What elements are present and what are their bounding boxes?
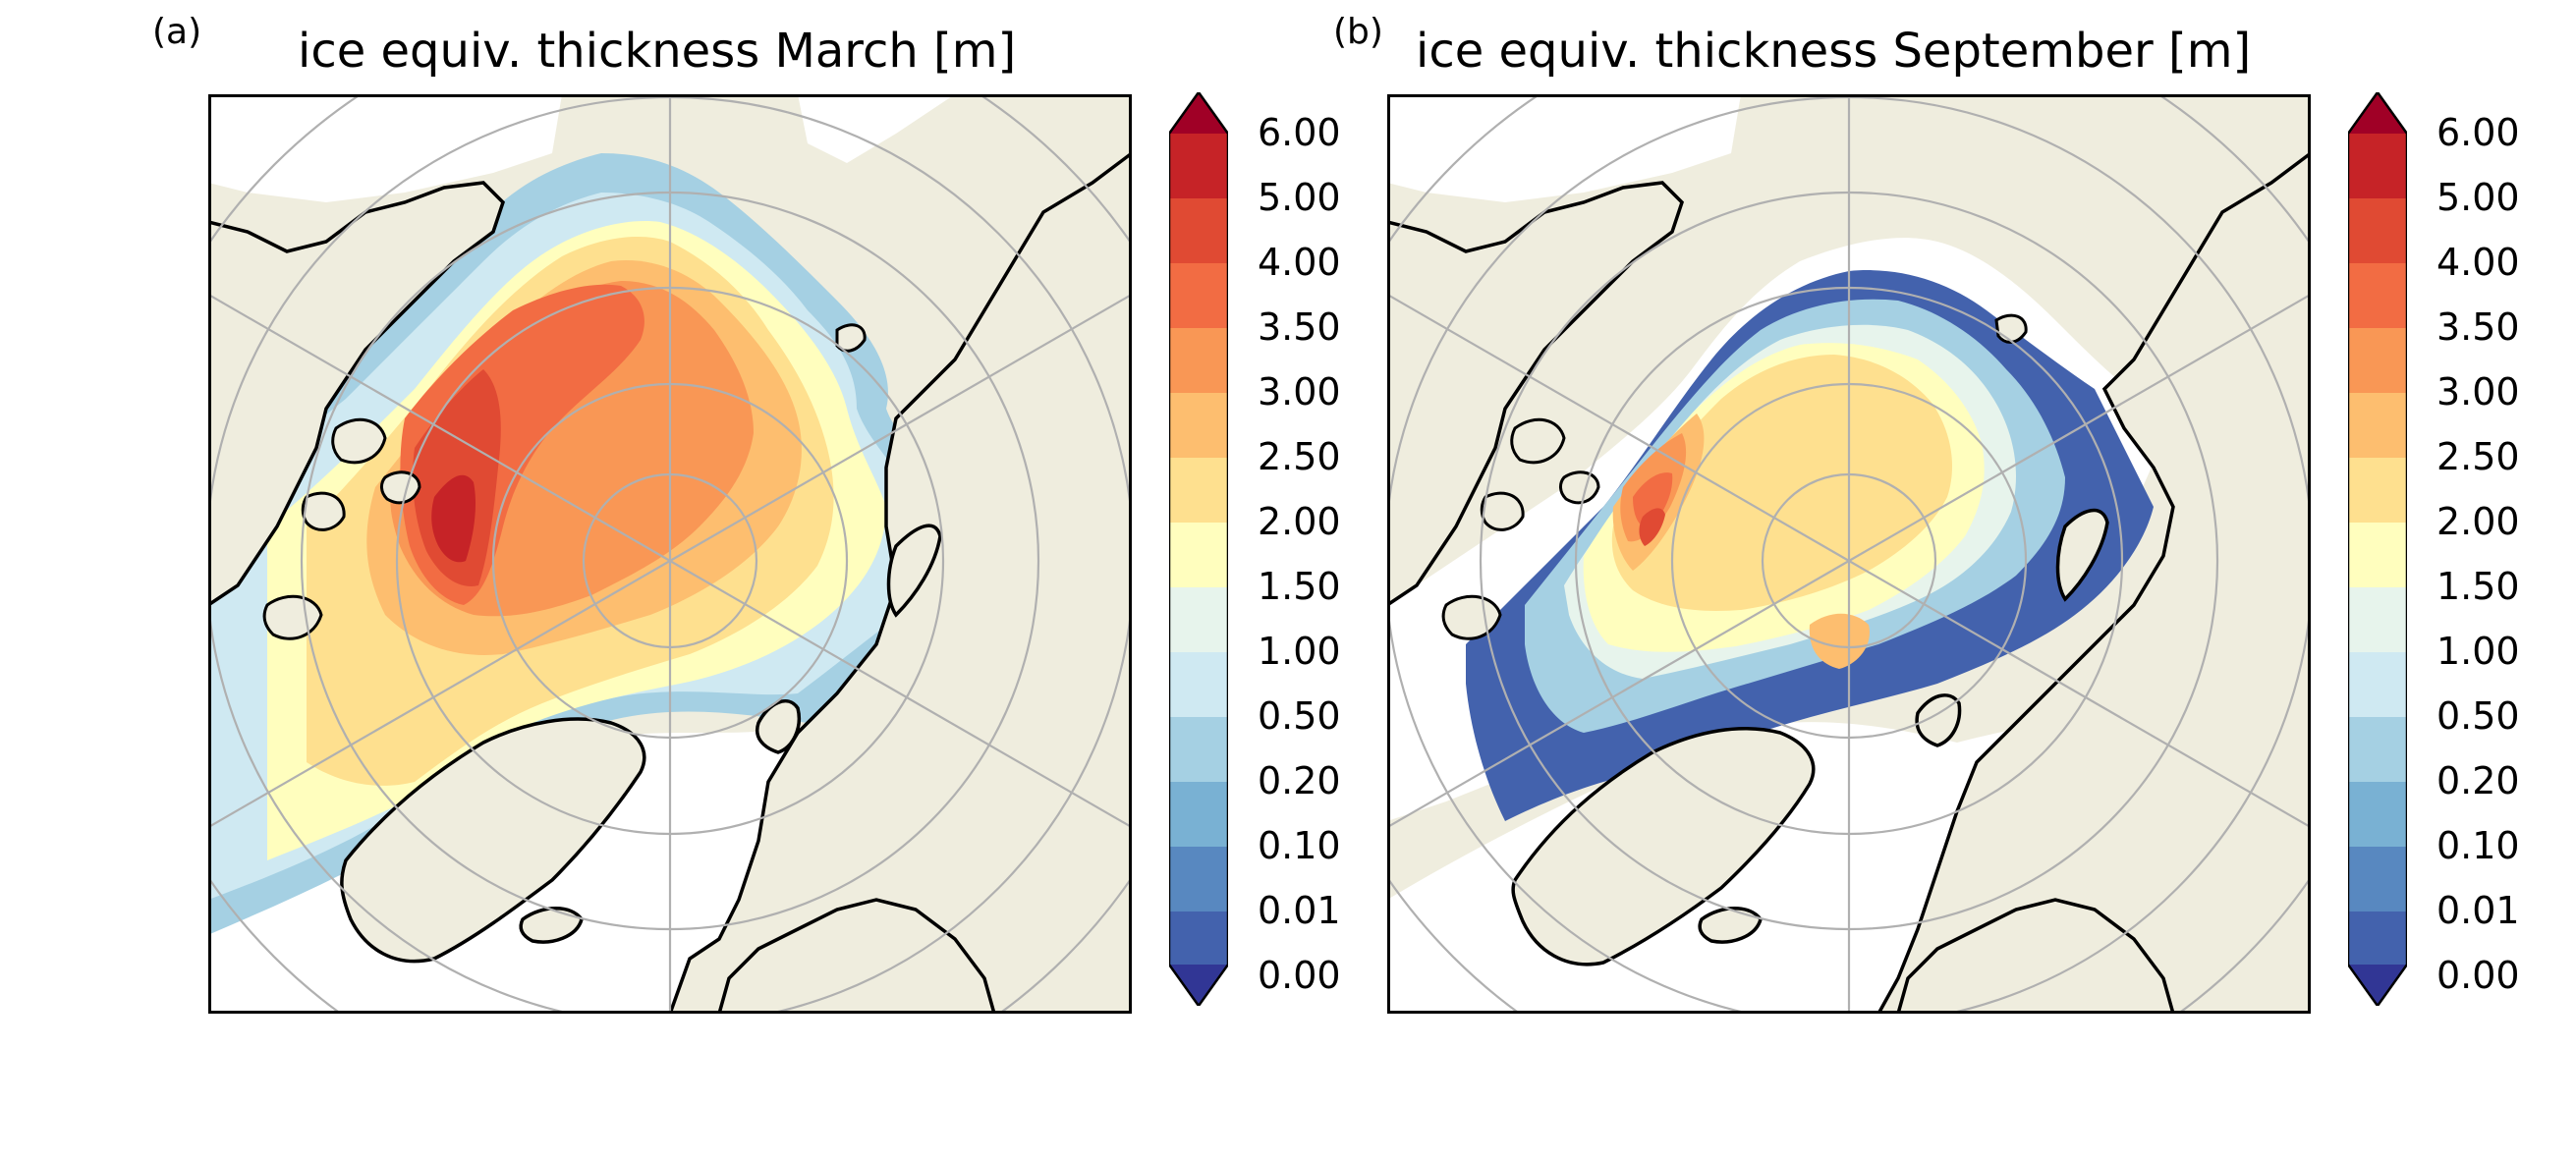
- cbar-a-bin: [1169, 458, 1228, 523]
- land-archipelago-2: [1559, 470, 1600, 505]
- cbar-b-tick-label: 3.00: [2436, 370, 2520, 414]
- land-archipelago-1: [331, 417, 387, 465]
- cbar-b-tick-label: 4.00: [2436, 241, 2520, 284]
- cbar-a-tick-label: 2.50: [1258, 435, 1341, 478]
- cbar-b-tick-label: 0.01: [2436, 889, 2520, 932]
- cbar-a-tick-label: 6.00: [1258, 111, 1341, 154]
- cbar-b-tick-label: 3.50: [2436, 305, 2520, 349]
- cbar-a-tick-label: 5.00: [1258, 176, 1341, 219]
- cbar-b-tick-label: 2.50: [2436, 435, 2520, 478]
- land-greenland: [340, 717, 646, 964]
- land-scandinavia: [717, 898, 996, 1014]
- land-iceland: [1698, 907, 1763, 944]
- cbar-a-tick-label: 0.00: [1258, 954, 1341, 997]
- cbar-a-tick-label: 0.10: [1258, 824, 1341, 867]
- cbar-b-bin: [2348, 523, 2407, 587]
- cbar-a-bin: [1169, 587, 1228, 652]
- cbar-a-bin: [1169, 328, 1228, 393]
- cbar-b-tick-label: 0.50: [2436, 694, 2520, 738]
- cbar-b-bin: [2348, 847, 2407, 911]
- cbar-a-bin: [1169, 911, 1228, 965]
- cbar-a-bin: [1169, 782, 1228, 847]
- cbar-b-bin: [2348, 134, 2407, 198]
- cbar-a-tick-label: 1.00: [1258, 630, 1341, 673]
- cbar-b-bin: [2348, 393, 2407, 458]
- land-archipelago-2: [380, 470, 421, 505]
- cbar-a-bin: [1169, 847, 1228, 911]
- cbar-b-bin: [2348, 782, 2407, 847]
- cbar-a-bins: [1169, 134, 1228, 965]
- cbar-b-tick-label: 0.00: [2436, 954, 2520, 997]
- cbar-b-bins: [2348, 134, 2407, 965]
- panel-a-letter: (a): [152, 12, 202, 52]
- cbar-b-over-triangle: [2348, 92, 2407, 134]
- cbar-b-tick-label: 1.00: [2436, 630, 2520, 673]
- cbar-b-bin: [2348, 587, 2407, 652]
- cbar-a-bin: [1169, 523, 1228, 587]
- land-siberia: [1876, 150, 2311, 1014]
- cbar-b-bin: [2348, 328, 2407, 393]
- ice-band-7: [431, 474, 476, 563]
- cbar-b-tick-label: 1.50: [2436, 565, 2520, 608]
- cbar-a-bin: [1169, 393, 1228, 458]
- land-archipelago-3: [1480, 491, 1525, 531]
- cbar-b-tick-label: 0.20: [2436, 759, 2520, 802]
- panel-b-title: ice equiv. thickness September [m]: [1416, 24, 2252, 79]
- cbar-a-tick-label: 4.00: [1258, 241, 1341, 284]
- cbar-b-tick-label: 0.10: [2436, 824, 2520, 867]
- cbar-a-tick-label: 2.00: [1258, 500, 1341, 543]
- cbar-a-tick-label: 1.50: [1258, 565, 1341, 608]
- panel-a-title: ice equiv. thickness March [m]: [298, 24, 1017, 79]
- ice-band-3b: [1809, 613, 1870, 669]
- cbar-a-tick-label: 3.50: [1258, 305, 1341, 349]
- land-novaya-zemlya: [886, 524, 942, 618]
- cbar-b-bin: [2348, 911, 2407, 965]
- panel-a-colorbar: [1167, 89, 1230, 1009]
- cbar-b-tick-label: 2.00: [2436, 500, 2520, 543]
- ocean-pacific-top: [1387, 94, 1741, 202]
- cbar-b-bin: [2348, 263, 2407, 328]
- cbar-b-bin: [2348, 458, 2407, 523]
- cbar-a-bin: [1169, 198, 1228, 263]
- ice-band-6: [1639, 508, 1665, 546]
- cbar-a-bin: [1169, 717, 1228, 782]
- cbar-a-tick-label: 3.00: [1258, 370, 1341, 414]
- land-archipelago-1: [1510, 417, 1566, 465]
- cbar-b-tick-label: 6.00: [2436, 111, 2520, 154]
- land-archipelago-3: [301, 491, 346, 531]
- panel-b-colorbar: [2346, 89, 2409, 1009]
- cbar-a-bin: [1169, 134, 1228, 198]
- cbar-a-bin: [1169, 652, 1228, 717]
- land-novaya-zemlya: [2055, 508, 2109, 602]
- cbar-b-under-triangle: [2348, 965, 2407, 1006]
- cbar-a-tick-label: 0.50: [1258, 694, 1341, 738]
- ice-band-5: [1633, 472, 1673, 528]
- ocean-pacific-top: [208, 94, 562, 202]
- land-greenland: [1511, 727, 1816, 967]
- cbar-a-under-triangle: [1169, 965, 1228, 1006]
- cbar-a-tick-label: 0.01: [1258, 889, 1341, 932]
- ice-band-2: [1611, 355, 1952, 611]
- ocean-pacific-top-right: [798, 94, 955, 163]
- cbar-a-bin: [1169, 263, 1228, 328]
- land-severnaya: [1994, 313, 2028, 344]
- cbar-b-tick-label: 5.00: [2436, 176, 2520, 219]
- cbar-b-bin: [2348, 717, 2407, 782]
- cbar-a-tick-label: 0.20: [1258, 759, 1341, 802]
- cbar-a-over-triangle: [1169, 92, 1228, 134]
- land-iceland: [519, 907, 584, 944]
- land-svalbard: [756, 699, 801, 754]
- panel-b-letter: (b): [1333, 12, 1383, 52]
- panel-b-map: [1387, 94, 2311, 1014]
- panel-a-map: [208, 94, 1132, 1014]
- land-scandinavia: [1896, 898, 2175, 1014]
- cbar-b-bin: [2348, 652, 2407, 717]
- cbar-b-bin: [2348, 198, 2407, 263]
